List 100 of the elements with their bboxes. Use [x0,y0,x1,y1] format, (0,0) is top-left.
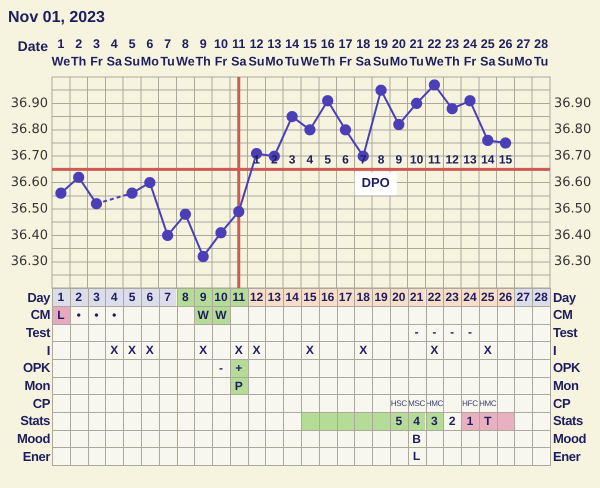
text: 13 [268,290,281,304]
x-tick-label: 5 Su [124,37,140,69]
point [304,124,316,136]
x-tick-label: 6 Mo [140,37,160,69]
x-tick-label: 19 Su [373,37,390,69]
point [411,98,422,109]
text: - [414,325,419,340]
x-tick-label: 27 Mo [514,37,533,69]
y-tick-label: Day [27,290,50,305]
x-tick-label: 16 Th [320,37,336,69]
y-tick-label: Mood [16,431,50,446]
ref-line-label: DPO [362,174,390,190]
y2-tick-label: CP [553,396,570,411]
annotation: 3 [288,152,296,167]
y2-tick-label: CM [553,307,572,322]
annotation: 11 [428,152,442,167]
text: 6 [146,290,154,304]
text: - [468,325,472,340]
text: - [450,325,454,340]
text: - [432,325,436,340]
point [233,206,244,218]
text: 22 [428,290,442,304]
annotation: 5 [324,152,332,167]
y2-tick-label: 36.60 [554,174,592,190]
text: 8 [182,290,189,304]
text: 17 [338,290,352,304]
text: 21 [410,290,424,304]
text: X [484,343,492,358]
text: X [199,343,208,358]
text: X [430,343,438,358]
y2-tick-label: Day [553,290,576,305]
annotation: 12 [446,152,460,167]
text: - [218,360,223,375]
x-tick-label: 17 Fr [338,37,352,69]
x-tick-label: 18 Sa [356,37,372,69]
chart-title: Nov 01, 2023 [8,9,106,26]
annotation: 4 [306,152,314,167]
y2-tick-label: Test [553,324,578,340]
x-tick-label: 11 Sa [231,37,248,69]
point [464,95,476,106]
point [90,198,102,210]
y2-tick-label: I [553,342,556,358]
y-tick-label: 36.50 [10,201,48,216]
point [500,137,512,149]
text: W [198,308,209,322]
text: 14 [285,290,299,304]
y2-tick-label: 36.70 [554,148,592,164]
text: 9 [200,290,207,304]
point [73,172,84,183]
annotation: 14 [481,152,495,167]
text: 16 [320,290,334,304]
y2-tick-label: 36.50 [554,201,592,216]
point [55,188,66,199]
point [162,230,174,241]
text: X [234,343,243,358]
annotation: 8 [378,152,385,167]
text: 12 [250,290,264,304]
text: 3 [93,290,100,304]
x-tick-label: 26 Su [498,37,514,69]
x-tick-label: 7 Tu [160,37,175,69]
y2-tick-label: 36.80 [554,122,592,138]
text: • [76,308,81,322]
point [482,134,494,146]
point [446,103,458,114]
y2-tick-label: 36.30 [554,254,592,270]
text: X [359,343,368,358]
text: 27 [516,290,530,304]
text: 19 [374,290,388,304]
text: 28 [534,290,548,304]
text: X [252,343,261,358]
x-tick-label: 10 Fr [214,37,228,69]
y-tick-label: Mon [24,378,50,394]
annotation: 6 [342,152,350,167]
text: 3 [431,414,438,428]
text: L [412,449,420,464]
x-tick-label: 12 Su [248,37,265,69]
text: 25 [481,290,494,304]
text: 1 [466,414,474,428]
text: 24 [463,290,477,304]
x-tick-label: 22 We [425,37,444,69]
annotation: 10 [410,152,424,167]
text: 10 [214,290,228,304]
text: 5 [395,414,402,428]
x-tick-label: 28 Tu [534,37,548,69]
point [428,79,440,91]
text: • [94,308,99,322]
text: 15 [303,290,317,304]
text: 11 [232,290,246,304]
y-tick-label: CP [32,396,50,411]
text: 26 [498,290,512,304]
x-tick-label: 1 We [52,37,70,69]
text: 18 [356,290,370,304]
x-tick-label: 2 Th [71,37,86,69]
point [180,208,191,220]
x-tick-label: 3 Fr [90,37,103,69]
x-tick-label: 25 Sa [480,37,496,69]
text: MSC [408,398,426,408]
x-tick-label: 4 Sa [106,37,123,69]
y2-tick-label: OPK [553,360,580,376]
point [340,124,352,136]
